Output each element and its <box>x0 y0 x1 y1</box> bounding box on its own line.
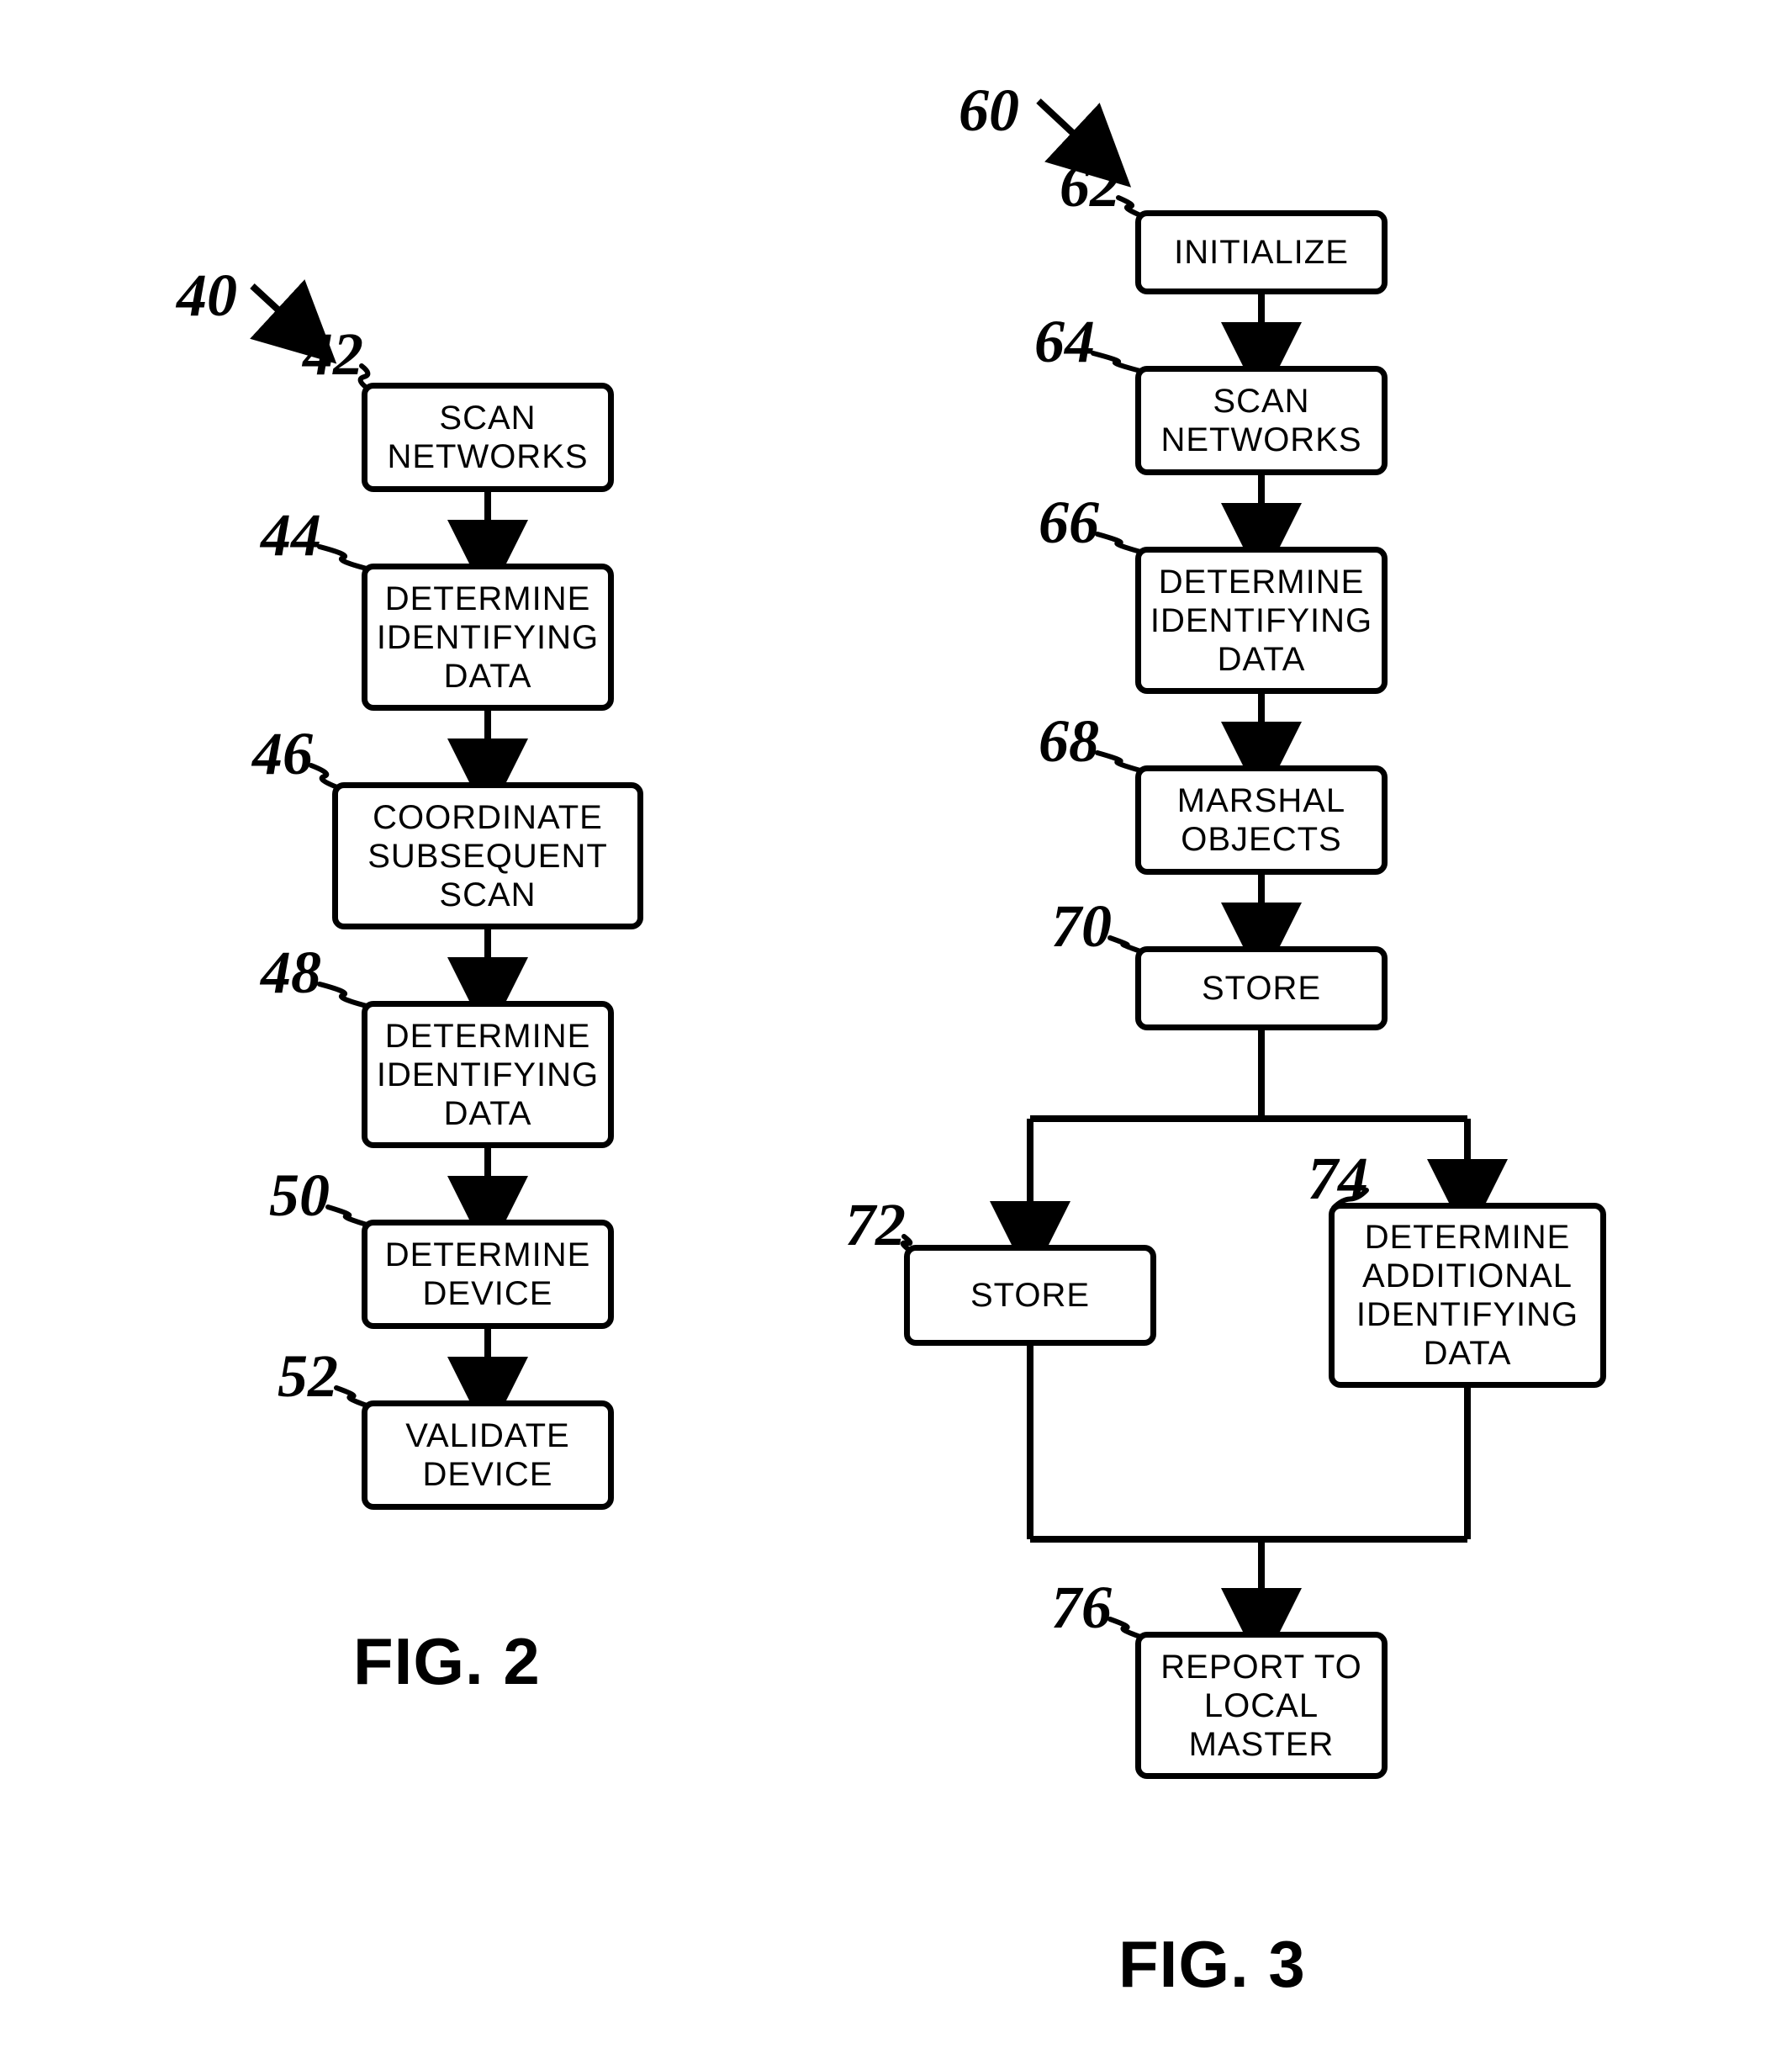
flow-step-52: VALIDATE DEVICE <box>362 1400 614 1510</box>
flow-step-48: DETERMINE IDENTIFYING DATA <box>362 1001 614 1148</box>
flow-step-70: STORE <box>1135 946 1388 1030</box>
figure-3-caption: FIG. 3 <box>1118 1926 1306 2003</box>
connector-layer <box>0 0 1792 2054</box>
flow-step-76: REPORT TO LOCAL MASTER <box>1135 1632 1388 1779</box>
figure-2-caption: FIG. 2 <box>353 1623 541 1700</box>
flow-step-42: SCAN NETWORKS <box>362 383 614 492</box>
flow-step-46: COORDINATE SUBSEQUENT SCAN <box>332 782 643 929</box>
flow-step-44: DETERMINE IDENTIFYING DATA <box>362 564 614 711</box>
step-ref-62: 62 <box>1060 151 1120 221</box>
figure-2-ref: 40 <box>177 261 237 331</box>
flow-step-64: SCAN NETWORKS <box>1135 366 1388 475</box>
flow-step-66: DETERMINE IDENTIFYING DATA <box>1135 547 1388 694</box>
figure-3-ref: 60 <box>959 76 1019 146</box>
flow-step-62: INITIALIZE <box>1135 210 1388 294</box>
step-ref-50: 50 <box>269 1161 330 1231</box>
step-ref-68: 68 <box>1039 707 1099 776</box>
step-ref-72: 72 <box>845 1190 906 1260</box>
step-ref-66: 66 <box>1039 488 1099 558</box>
step-ref-44: 44 <box>261 500 321 570</box>
step-ref-74: 74 <box>1308 1144 1368 1214</box>
step-ref-42: 42 <box>303 320 363 389</box>
step-ref-64: 64 <box>1034 307 1095 377</box>
step-ref-76: 76 <box>1051 1573 1112 1643</box>
flow-step-72: STORE <box>904 1245 1156 1346</box>
flow-step-68: MARSHAL OBJECTS <box>1135 765 1388 875</box>
step-ref-48: 48 <box>261 938 321 1008</box>
diagram-canvas: SCAN NETWORKS42DETERMINE IDENTIFYING DAT… <box>0 0 1792 2054</box>
flow-step-50: DETERMINE DEVICE <box>362 1220 614 1329</box>
flow-step-74: DETERMINE ADDITIONAL IDENTIFYING DATA <box>1329 1203 1606 1388</box>
step-ref-46: 46 <box>252 719 313 789</box>
step-ref-70: 70 <box>1051 892 1112 961</box>
step-ref-52: 52 <box>278 1342 338 1411</box>
